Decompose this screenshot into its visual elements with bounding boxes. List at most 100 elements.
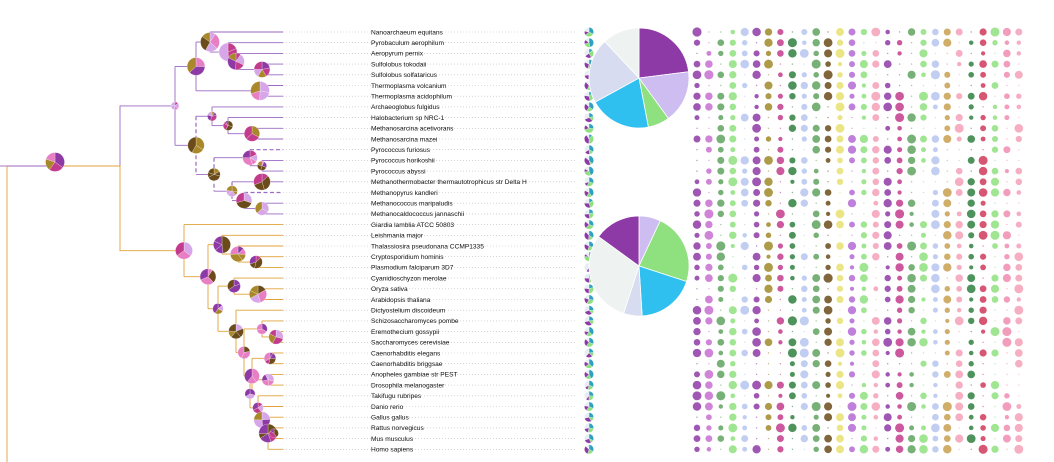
matrix-bubble: [692, 188, 702, 197]
matrix-bubble: [860, 71, 868, 79]
matrix-bubble: [729, 349, 737, 357]
matrix-bubble: [859, 60, 868, 69]
matrix-bubble: [789, 361, 795, 367]
matrix-bubble: [980, 71, 987, 78]
matrix-bubble: [825, 200, 831, 206]
matrix-bubble: [811, 102, 821, 112]
matrix-bubble: [994, 416, 996, 418]
matrix-bubble: [752, 156, 761, 165]
node-pie: [250, 81, 270, 101]
matrix-bubble: [717, 71, 725, 79]
matrix-bubble: [944, 71, 951, 78]
matrix-bubble: [884, 189, 892, 196]
matrix-bubble: [744, 320, 746, 322]
matrix-bubble: [765, 199, 772, 207]
pie-slice: [228, 52, 237, 62]
matrix-bubble: [1015, 435, 1023, 443]
matrix-bubble: [788, 423, 797, 433]
matrix-bubble: [931, 423, 940, 433]
pie-slice: [244, 368, 253, 383]
matrix-bubble: [958, 42, 960, 44]
matrix-bubble: [872, 360, 880, 368]
matrix-bubble: [764, 188, 773, 197]
matrix-bubble: [837, 393, 843, 399]
matrix-bubble: [896, 285, 903, 292]
matrix-bubble: [849, 157, 855, 164]
matrix-bubble: [742, 40, 748, 46]
matrix-bubble: [848, 71, 856, 78]
matrix-bubble: [741, 328, 748, 335]
matrix-bubble: [789, 371, 795, 377]
matrix-bubble: [979, 285, 987, 293]
matrix-bubble: [979, 221, 987, 229]
pie-slice: [584, 380, 590, 388]
matrix-bubble: [883, 337, 893, 347]
matrix-bubble: [791, 288, 794, 290]
node-pie: [242, 150, 258, 166]
matrix-bubble: [753, 50, 760, 57]
matrix-bubble: [705, 243, 712, 249]
matrix-bubble: [779, 202, 782, 204]
matrix-bubble: [860, 221, 868, 228]
matrix-bubble: [836, 28, 844, 36]
matrix-bubble: [800, 199, 808, 207]
row-pie: [584, 166, 594, 176]
matrix-bubble: [896, 40, 903, 46]
matrix-bubble: [910, 352, 913, 354]
matrix-bubble: [812, 285, 820, 293]
matrix-bubble: [967, 370, 976, 379]
matrix-bubble: [1004, 104, 1010, 110]
matrix-bubble: [943, 221, 951, 229]
matrix-bubble: [779, 352, 782, 354]
pie-slice: [585, 444, 590, 450]
matrix-bubble: [1003, 210, 1011, 218]
matrix-bubble: [958, 84, 960, 87]
matrix-bubble: [836, 263, 844, 272]
matrix-bubble: [1018, 384, 1020, 386]
matrix-bubble: [872, 231, 880, 239]
matrix-bubble: [765, 232, 772, 239]
matrix-bubble: [791, 309, 794, 311]
matrix-bubble: [991, 296, 999, 303]
matrix-bubble: [934, 181, 937, 183]
matrix-bubble: [741, 435, 749, 443]
matrix-bubble: [767, 116, 770, 119]
pie-slice: [584, 316, 590, 323]
matrix-bubble: [991, 210, 999, 218]
matrix-bubble: [1016, 243, 1022, 249]
taxon-label: Methanosarcina mazei: [371, 136, 438, 143]
pie-slice: [638, 265, 688, 317]
matrix-bubble: [910, 106, 913, 108]
node-pie: [199, 268, 217, 285]
matrix-bubble: [778, 393, 783, 398]
matrix-bubble: [994, 373, 996, 376]
matrix-bubble: [824, 135, 832, 143]
matrix-bubble: [860, 146, 868, 154]
matrix-bubble: [873, 393, 879, 399]
pie-slice: [638, 71, 690, 120]
matrix-bubble: [980, 425, 986, 431]
matrix-bubble: [706, 414, 712, 421]
matrix-bubble: [777, 274, 784, 282]
matrix-bubble: [849, 318, 855, 324]
matrix-bubble: [994, 52, 996, 55]
matrix-bubble: [706, 447, 712, 452]
matrix-bubble: [944, 82, 951, 89]
matrix-bubble: [728, 273, 738, 283]
matrix-bubble: [980, 200, 986, 206]
matrix-bubble: [933, 393, 938, 398]
matrix-bubble: [970, 330, 972, 333]
matrix-bubble: [836, 445, 844, 454]
pie-slice: [269, 329, 277, 338]
pie-slice: [584, 198, 590, 204]
node-pie: [228, 323, 244, 339]
matrix-bubble: [934, 116, 937, 119]
row-pie: [584, 241, 594, 251]
pie-slice: [584, 213, 590, 219]
matrix-bubble: [742, 425, 748, 431]
matrix-bubble: [730, 360, 736, 367]
matrix-bubble: [955, 349, 963, 357]
matrix-bubble: [694, 115, 700, 121]
matrix-bubble: [861, 93, 867, 99]
